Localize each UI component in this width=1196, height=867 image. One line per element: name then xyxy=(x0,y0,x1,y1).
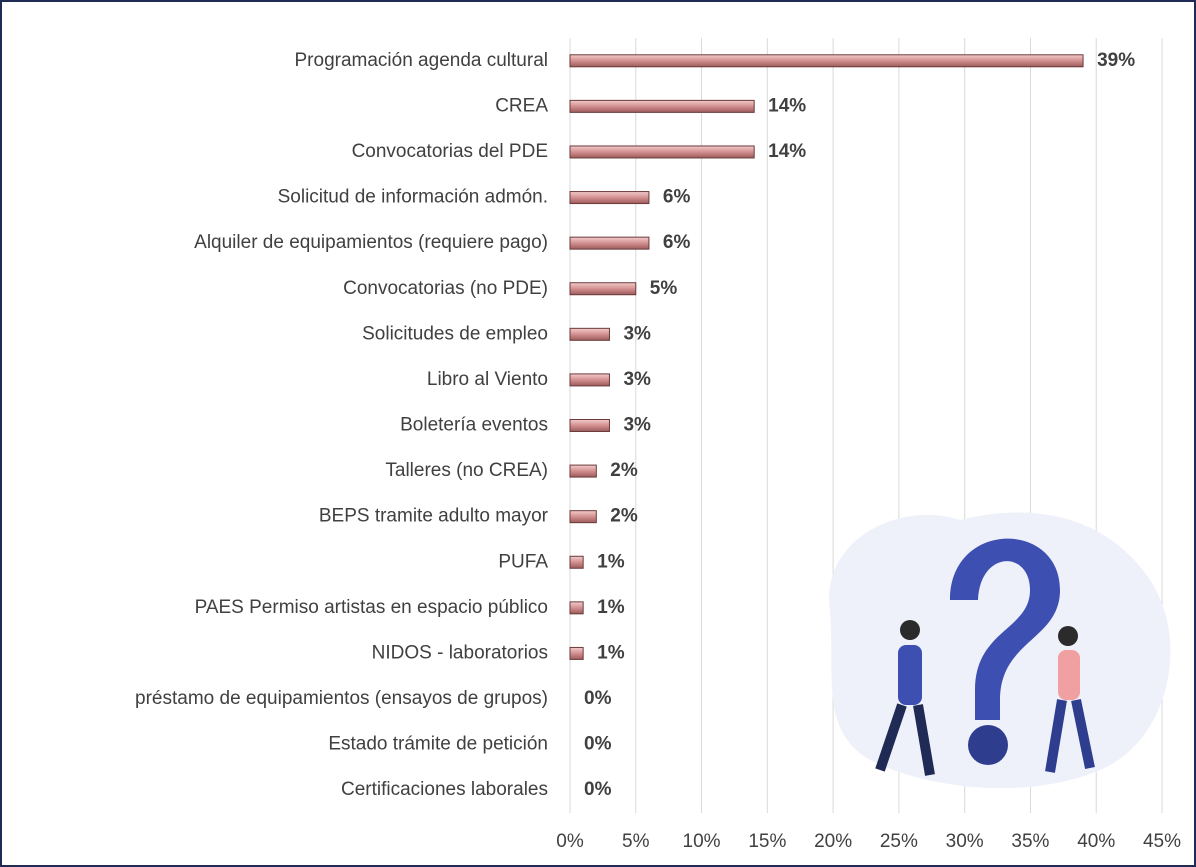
x-tick-label: 10% xyxy=(683,831,721,852)
value-label: 3% xyxy=(623,323,651,344)
x-tick-label: 5% xyxy=(622,831,650,852)
y-tick-label: Boletería eventos xyxy=(400,415,548,436)
value-label: 1% xyxy=(597,642,625,663)
value-label: 14% xyxy=(768,95,806,116)
y-tick-label: Solicitudes de empleo xyxy=(362,323,548,344)
value-label: 2% xyxy=(610,460,638,481)
x-tick-label: 20% xyxy=(814,831,852,852)
y-tick-label: CREA xyxy=(495,95,548,116)
value-label: 1% xyxy=(597,597,625,618)
y-tick-label: Libro al Viento xyxy=(427,369,548,390)
value-label: 0% xyxy=(584,688,612,709)
y-tick-label: Convocatorias del PDE xyxy=(352,141,548,162)
value-label: 2% xyxy=(610,506,638,527)
plot: 0% 5% 10% 15% 20% 25% 30% 35% 40% 45% Programación… xyxy=(135,50,1181,852)
y-tick-label: Convocatorias (no PDE) xyxy=(343,278,548,299)
bar xyxy=(569,646,584,660)
y-tick-label: Talleres (no CREA) xyxy=(385,460,548,481)
y-tick-label: PUFA xyxy=(498,551,548,572)
x-tick-label: 35% xyxy=(1011,831,1049,852)
x-tick-label: 25% xyxy=(880,831,918,852)
value-label: 0% xyxy=(584,734,612,755)
value-label: 6% xyxy=(663,232,691,253)
y-tick-label: BEPS tramite adulto mayor xyxy=(319,506,549,527)
x-tick-label: 0% xyxy=(556,831,584,852)
bar xyxy=(569,282,637,296)
bar xyxy=(569,601,584,615)
value-label: 3% xyxy=(623,415,651,436)
x-tick-label: 45% xyxy=(1143,831,1181,852)
x-tick-label: 40% xyxy=(1077,831,1115,852)
value-label: 3% xyxy=(623,369,651,390)
bar xyxy=(569,145,755,159)
bar xyxy=(569,99,755,113)
bar xyxy=(569,419,610,432)
y-tick-label: Estado trámite de petición xyxy=(328,734,548,755)
y-tick-label: Programación agenda cultural xyxy=(295,50,549,71)
y-tick-label: Certificaciones laborales xyxy=(341,779,548,800)
value-label: 1% xyxy=(597,551,625,572)
bar xyxy=(569,555,584,569)
x-tick-label: 30% xyxy=(946,831,984,852)
bar xyxy=(569,510,597,524)
value-label: 14% xyxy=(768,141,806,162)
value-label: 5% xyxy=(650,278,678,299)
bar xyxy=(569,464,597,478)
bar xyxy=(569,191,650,205)
y-tick-label: PAES Permiso artistas en espacio público xyxy=(195,597,548,618)
y-tick-label: Alquiler de equipamientos (requiere pago… xyxy=(194,232,548,253)
value-label: 0% xyxy=(584,779,612,800)
bar xyxy=(569,373,610,387)
value-label: 6% xyxy=(663,187,691,208)
value-label: 39% xyxy=(1097,50,1135,71)
bar xyxy=(569,236,650,250)
bar xyxy=(569,327,610,341)
y-tick-label: Solicitud de información admón. xyxy=(278,187,548,208)
illustration xyxy=(829,512,1171,789)
y-tick-label: NIDOS - laboratorios xyxy=(372,642,548,663)
x-tick-label: 15% xyxy=(748,831,786,852)
y-tick-label: préstamo de equipamientos (ensayos de gr… xyxy=(135,688,548,709)
bar xyxy=(569,54,1084,68)
